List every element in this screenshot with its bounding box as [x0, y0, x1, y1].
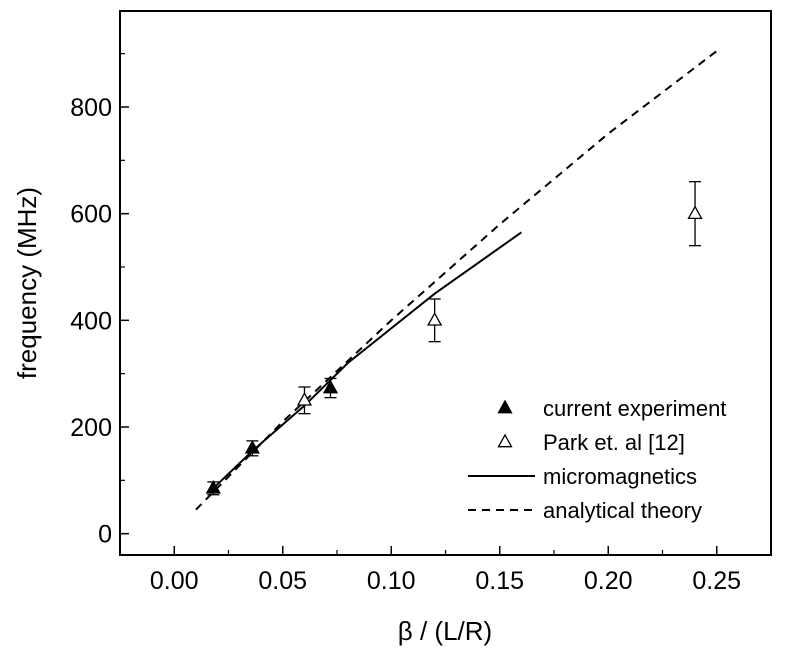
legend-marker-open-triangle — [497, 433, 513, 448]
series-layer — [195, 50, 718, 511]
y-tick-label: 200 — [70, 414, 112, 442]
y-tick-label: 400 — [70, 307, 112, 335]
x-axis-title: β / (L/R) — [398, 616, 492, 646]
y-axis-ticks: 0 200 400 600 800 — [70, 53, 129, 549]
park-data-point — [687, 205, 703, 219]
x-axis-ticks: 0.00 0.05 0.10 0.15 0.20 0.25 — [119, 546, 772, 595]
y-tick-label: 800 — [70, 94, 112, 122]
legend-marker-filled-triangle — [497, 399, 513, 414]
analytical-theory-line — [195, 50, 718, 511]
x-tick-label: 0.20 — [584, 567, 633, 595]
x-tick-label: 0.25 — [692, 567, 741, 595]
legend: current experiment Park et. al [12] microm… — [468, 396, 726, 523]
park-data-point — [296, 391, 313, 406]
legend-label: micromagnetics — [543, 464, 697, 489]
legend-label: current experiment — [543, 396, 726, 421]
x-tick-label: 0.00 — [150, 567, 199, 595]
micromagnetics-line — [212, 231, 523, 490]
current-experiment-point — [244, 439, 260, 454]
current-experiment-point — [205, 479, 221, 494]
park-data-point — [427, 311, 443, 326]
y-tick-label: 0 — [98, 521, 112, 549]
legend-label: analytical theory — [543, 498, 702, 523]
current-experiment-point — [322, 379, 339, 394]
y-tick-label: 600 — [70, 201, 112, 229]
x-tick-label: 0.15 — [475, 567, 524, 595]
x-tick-label: 0.05 — [258, 567, 307, 595]
y-axis-title: frequency (MHz) — [12, 187, 42, 379]
x-tick-label: 0.10 — [367, 567, 416, 595]
legend-label: Park et. al [12] — [543, 430, 685, 455]
